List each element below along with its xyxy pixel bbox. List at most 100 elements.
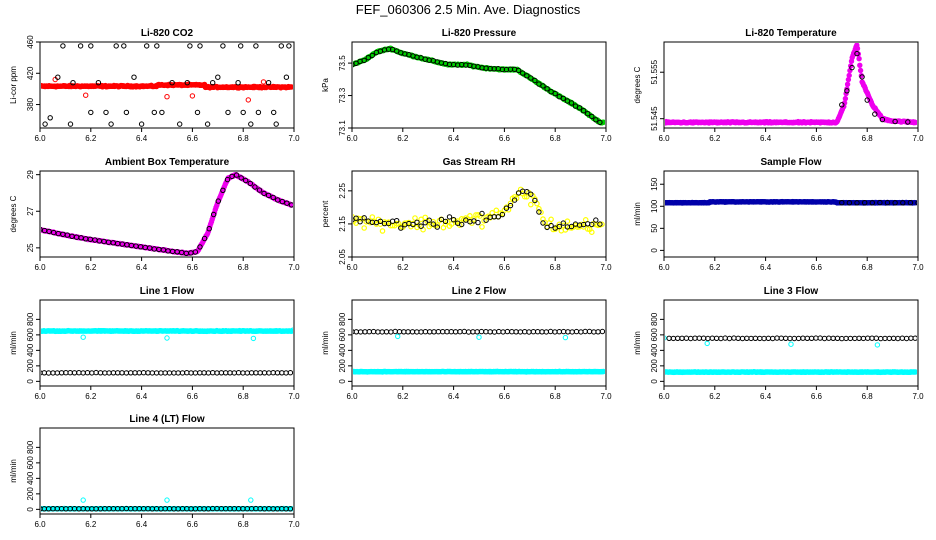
line3-series-check [666,335,917,342]
line2-xtick-label: 6.2 [397,392,409,401]
co2-raw-point [210,80,216,86]
rh-title: Gas Stream RH [443,157,516,168]
co2-raw-point [138,121,145,127]
line2-check-point [539,329,545,335]
sampleflow-ytick-label: 150 [650,177,659,191]
co2-raw-point [60,43,66,49]
co2-raw-point [215,74,221,80]
line4-ytick-label: 200 [26,487,35,501]
line2-check-point [483,329,489,335]
line1-check-point [205,370,212,376]
line2-check-point [383,329,390,335]
rh-check-point [499,211,506,218]
line3-check-point [878,335,884,342]
line1-check-point [80,370,86,376]
line1-check-point [54,370,60,376]
pressure-ytick-label: 73.1 [338,120,347,136]
line3-plot-frame [663,299,919,387]
co2-raw-point [88,43,94,49]
line2-ylabel: ml/min [321,331,330,355]
line3-check-point [679,335,685,341]
line2-series-main-dips [395,333,569,341]
panels: Li-820 CO2 6.0 6.2 6.4 6.6 6.8 7.0 380 420 460 Li-… [9,28,924,529]
line1-check-point [132,370,138,376]
sampleflow-check-point [900,200,906,206]
line1-check-point [235,370,242,376]
line2-main-point [600,368,605,375]
co2-raw-point [131,74,137,80]
line1-xtick-label: 6.0 [34,392,46,401]
line2-ytick-label: 400 [338,343,347,357]
line3-check-point [903,335,910,342]
line2-check-point [569,329,575,335]
litemp-check-point [872,111,878,117]
sampleflow-series-check [839,199,917,206]
boxtemp-xtick-label: 6.0 [34,263,46,272]
line2-check-point [405,329,411,335]
line3-xtick-label: 6.2 [709,392,721,401]
line2-check-point [530,329,537,335]
rh-xtick-label: 6.6 [499,263,511,272]
line3-check-point [666,335,672,341]
co2-xtick-label: 6.8 [238,134,250,143]
pressure-check-point [369,52,375,59]
line2-check-point [388,329,394,335]
boxtemp-check-point [220,187,226,194]
line1-check-point [248,370,255,376]
line3-check-point [826,335,832,341]
rh-check-point [536,209,542,215]
line2-check-point [478,328,485,335]
line1-check-point [89,370,95,376]
rh-main-point [521,193,528,200]
litemp-ytick-label: 51.545 [650,106,659,131]
sampleflow-check-point [839,200,845,206]
co2-ytick-label: 380 [26,97,35,111]
line1-check-point [266,370,272,376]
litemp-series [665,43,917,126]
line1-check-point [71,370,78,376]
line1-check-point [270,370,276,376]
pressure-xtick-label: 6.2 [397,134,409,143]
litemp-series-main [665,43,917,126]
line2-check-point [401,329,407,335]
line4-series [41,497,293,512]
rh-main-point [471,216,477,222]
co2-xtick-label: 6.0 [34,134,46,143]
boxtemp-x-axis: 6.0 6.2 6.4 6.6 6.8 7.0 [34,257,300,272]
co2-raw-point [159,109,165,116]
line2-check-point [496,328,502,335]
line3-check-point [774,335,780,341]
pressure-check-point [540,83,546,89]
line3-ytick-label: 800 [650,312,659,326]
pressure-ylabel: kPa [321,78,330,92]
litemp-xtick-label: 6.6 [811,134,823,143]
litemp-check-point [859,74,865,80]
line3-main-dips-point [665,335,667,341]
sampleflow-check-point [892,200,898,206]
line2-check-point [552,329,558,335]
line1-check-point [162,370,168,376]
sampleflow-check-point [877,199,883,206]
co2-raw-point [220,43,226,49]
sampleflow-check-point [854,200,860,206]
line1-check-point [244,370,251,376]
co2-title: Li-820 CO2 [141,28,194,39]
line2-check-point [370,328,377,335]
co2-raw-point [42,121,48,127]
boxtemp-series-check [41,172,293,256]
line3-x-axis: 6.0 6.2 6.4 6.6 6.8 7.0 [658,386,924,401]
line1-xtick-label: 6.4 [136,392,148,401]
line3-check-point [839,335,845,342]
line2-xtick-label: 6.4 [448,392,460,401]
sampleflow-check-point [846,200,853,206]
line4-ytick-label: 0 [26,507,35,512]
rh-xtick-label: 6.4 [448,263,460,272]
line3-check-point [744,335,750,341]
sampleflow-plot-frame [663,170,919,258]
line4-ytick-label: 600 [26,456,35,470]
co2-raw-point [286,43,292,49]
sampleflow-xtick-label: 6.4 [760,263,772,272]
rh-check-point [479,210,485,217]
rh-main-point [588,229,595,236]
line2-check-point [470,329,476,335]
